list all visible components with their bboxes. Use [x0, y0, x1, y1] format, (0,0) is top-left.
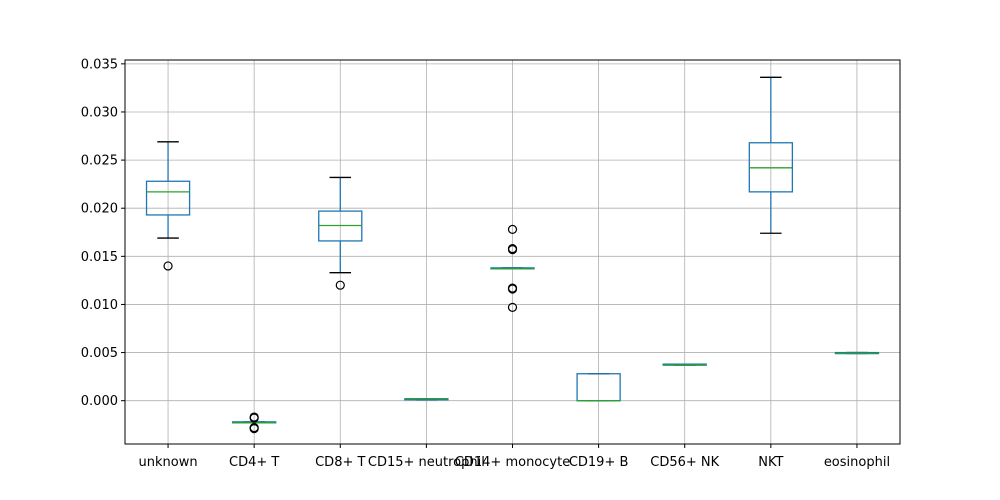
box-iqr — [145, 180, 191, 216]
y-tick-label: 0.035 — [81, 57, 118, 72]
y-tick-label: 0.020 — [81, 202, 118, 217]
y-tick-label: 0.030 — [81, 105, 118, 120]
outlier-point — [335, 280, 345, 290]
x-tick-label: CD19+ B — [569, 455, 629, 470]
y-tick-label: 0.000 — [81, 394, 118, 409]
x-tick-label: eosinophil — [824, 455, 890, 470]
box-8 — [834, 351, 880, 355]
box-2 — [318, 176, 363, 290]
x-tick-label: CD15+ neutrophil — [368, 455, 485, 470]
grid-lines — [125, 60, 900, 444]
y-tick-label: 0.005 — [81, 346, 118, 361]
axis-ticks: unknown CD4+ T CD8+ T CD15+ neutrophilCD14+… — [81, 57, 890, 470]
outlier-point — [507, 244, 518, 255]
outlier-point — [507, 302, 518, 312]
y-tick-label: 0.025 — [81, 154, 118, 169]
box-4 — [490, 224, 535, 312]
x-tick-label: NKT — [758, 455, 783, 470]
box-0 — [145, 141, 191, 271]
box-5 — [576, 373, 621, 402]
x-tick-label: CD56+ NK — [650, 455, 719, 470]
box-6 — [662, 363, 707, 366]
box-3 — [404, 398, 449, 401]
x-tick-label: CD4+ T — [229, 455, 279, 470]
y-tick-label: 0.010 — [81, 298, 118, 313]
outlier-point — [249, 424, 259, 434]
outlier-point — [507, 284, 518, 294]
outlier-point — [163, 261, 173, 271]
box-plot-series — [145, 76, 880, 434]
outlier-point — [249, 413, 259, 423]
box-1 — [231, 412, 277, 434]
x-tick-label: CD14+ monocyte — [455, 455, 570, 470]
outlier-point — [507, 224, 518, 234]
x-tick-label: CD8+ T — [315, 455, 365, 470]
x-tick-label: unknown — [139, 455, 198, 470]
box-7 — [748, 76, 794, 234]
y-tick-label: 0.015 — [81, 250, 118, 265]
